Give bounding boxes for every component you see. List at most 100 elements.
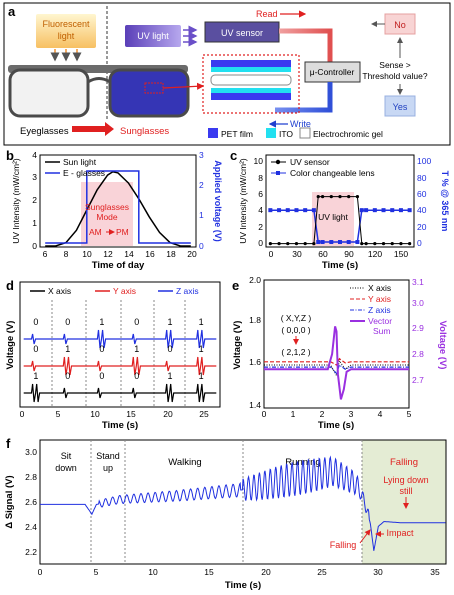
uv-sensor-point (360, 242, 364, 246)
lens-point (277, 208, 282, 213)
c-ytick: 4 (258, 205, 263, 215)
uv-sensor-point (320, 195, 325, 199)
b-ytick: 4 (32, 150, 37, 160)
lens-point (294, 208, 299, 213)
uv-arrows (183, 25, 198, 47)
b-y2ticks: 0 1 2 3 (199, 150, 204, 251)
annot-mode: Mode (96, 212, 118, 222)
bit-label: 0 (167, 344, 172, 354)
bit-label: 1 (99, 317, 104, 327)
b-ytick: 3 (32, 172, 37, 182)
panel-d-letter: d (6, 278, 14, 293)
e-y2ticks: 2.7 2.8 2.9 3.0 3.1 (412, 277, 424, 385)
uv-sensor-point (355, 195, 360, 199)
e-y2tick: 3.1 (412, 277, 424, 287)
annot-falling: Falling (330, 540, 357, 550)
c-xtick: 150 (394, 249, 408, 259)
bit-label: 0 (99, 344, 104, 354)
b-xtick: 16 (145, 249, 155, 259)
transform-arrow (72, 122, 114, 136)
bit-labels: 0 0 1 0 1 1 0 1 0 1 0 1 1 0 0 0 1 1 (33, 317, 203, 381)
decision-yes-box (384, 95, 416, 117)
decision-question-2: Threshold value? (362, 71, 427, 81)
phase-stand-2: up (103, 463, 113, 473)
b-xticks: 6 8 10 12 14 16 18 20 (43, 249, 197, 259)
bit-label: 1 (199, 344, 204, 354)
e-xtick: 5 (407, 409, 412, 419)
series-z-axis-e (264, 364, 409, 375)
lens-point (316, 240, 321, 245)
bit-label: 0 (134, 371, 139, 381)
legend-e-v: Vector (368, 316, 392, 326)
c-xticks: 0 30 60 90 120 150 (269, 249, 409, 259)
layer-pet-top (211, 60, 291, 67)
write-label: Write (290, 119, 311, 129)
b-xlabel: Time of day (92, 260, 145, 271)
e-xtick: 3 (349, 409, 354, 419)
legend-e-x: X axis (368, 283, 391, 293)
plot-b-frame (39, 154, 197, 248)
b-y2tick: 3 (199, 150, 204, 160)
legend-e-z: Z axis (368, 305, 391, 315)
b-y2tick: 1 (199, 210, 204, 220)
d-xticks: 0 5 10 15 20 25 (20, 409, 209, 419)
c-ytick: 0 (258, 238, 263, 248)
lens-point (364, 208, 369, 213)
legend-d-x: X axis (48, 286, 71, 296)
lens-point (303, 208, 308, 213)
series-y-axis (23, 356, 217, 376)
falling-region (362, 440, 446, 564)
f-xtick: 5 (94, 567, 99, 577)
c-y2label: T % @ 365 nm (440, 171, 450, 232)
b-xtick: 10 (82, 249, 92, 259)
legend-pet-label: PET film (221, 129, 253, 139)
f-xtick: 15 (204, 567, 214, 577)
e-xlabel: Time (s) (318, 420, 354, 431)
f-ytick: 2.6 (25, 497, 37, 507)
uv-sensor-point (399, 242, 403, 246)
d-xtick: 0 (20, 409, 25, 419)
c-xtick: 0 (269, 249, 274, 259)
phase-walking: Walking (168, 457, 201, 468)
e-y2tick: 2.8 (412, 349, 424, 359)
eyeglasses-illustration (8, 65, 205, 118)
c-ytick: 2 (258, 222, 263, 232)
c-ytick: 8 (258, 173, 263, 183)
bit-label: 1 (199, 317, 204, 327)
uv-light-region (312, 192, 354, 246)
b-yticks: 0 1 2 3 4 (32, 150, 37, 251)
d-xtick: 5 (56, 409, 61, 419)
legend-ito-swatch (266, 128, 276, 138)
b-y2label: Applied voltage (V) (213, 160, 223, 242)
f-ylabel: Δ Signal (V) (4, 475, 15, 528)
e-xtick: 2 (320, 409, 325, 419)
c-y2tick: 100 (417, 156, 431, 166)
uv-sensor-label: UV sensor (221, 28, 263, 38)
legend-ito-label: ITO (279, 129, 293, 139)
legend-e-y: Y axis (368, 294, 391, 304)
c-y2tick: 80 (417, 173, 427, 183)
lens-point (372, 208, 377, 213)
c-xlabel: Time (s) (322, 260, 358, 271)
panel-d: d 0 0 1 0 1 10 1 0 1 0 11 0 0 0 1 1 X axis Y axis Z axi… (5, 278, 221, 431)
d-xtick: 10 (90, 409, 100, 419)
plot-e-frame (263, 279, 410, 409)
b-y2tick: 2 (199, 180, 204, 190)
annot-sunglasses: Sunglasses (85, 202, 129, 212)
panel-c-letter: c (230, 148, 237, 163)
fluorescent-arrows (50, 49, 82, 62)
lens-point (390, 208, 395, 213)
c-ytick: 6 (258, 189, 263, 199)
e-xtick: 0 (262, 409, 267, 419)
lens-point (338, 240, 342, 245)
e-y2tick: 2.7 (412, 375, 424, 385)
bit-label: 0 (65, 317, 70, 327)
sunglasses-label: Sunglasses (120, 126, 169, 137)
f-xticks: 0 5 10 15 20 25 30 35 (38, 567, 440, 577)
legend-d-y: Y axis (113, 286, 136, 296)
bit-label: 0 (99, 371, 104, 381)
lens-point (346, 240, 351, 245)
e-ylabel: Voltage (V) (232, 321, 243, 370)
f-ytick: 2.4 (25, 522, 37, 532)
